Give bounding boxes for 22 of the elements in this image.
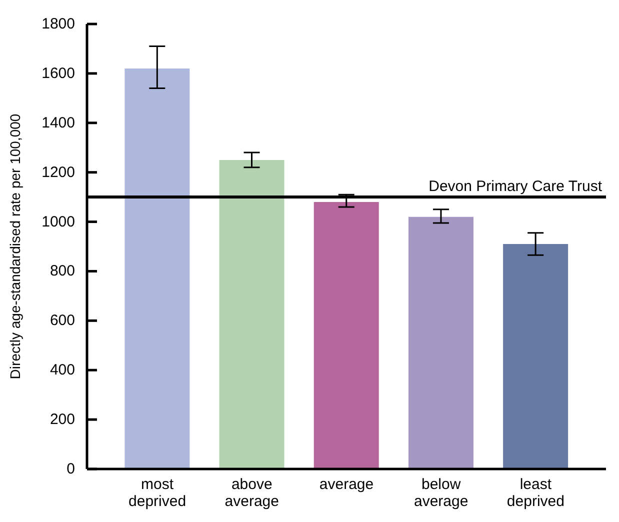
y-tick-label: 1600	[42, 64, 75, 82]
y-tick-label: 1200	[42, 164, 75, 181]
y-tick-label: 800	[50, 262, 75, 280]
x-tick-label: average	[319, 476, 374, 493]
y-tick-label: 0	[66, 460, 75, 478]
bar	[124, 68, 190, 469]
bar	[219, 160, 284, 469]
y-tick-label: 200	[50, 411, 75, 428]
y-tick-label: 1000	[42, 213, 75, 230]
bar	[408, 216, 474, 469]
bar	[503, 244, 568, 469]
y-tick-label: 1800	[42, 16, 75, 32]
x-tick-label: below average	[414, 476, 468, 510]
y-tick-label: 400	[50, 362, 75, 379]
y-axis-title: Directly age-standardised rate per 100,000	[6, 114, 23, 380]
y-tick-label: 1400	[42, 114, 75, 132]
bar	[314, 202, 379, 469]
ref-line-label: Devon Primary Care Trust	[428, 178, 603, 196]
x-tick-label: most deprived	[128, 476, 186, 510]
x-tick-label: least deprived	[506, 476, 564, 510]
x-tick-label: above average	[224, 476, 280, 510]
y-tick-label: 600	[50, 312, 75, 330]
